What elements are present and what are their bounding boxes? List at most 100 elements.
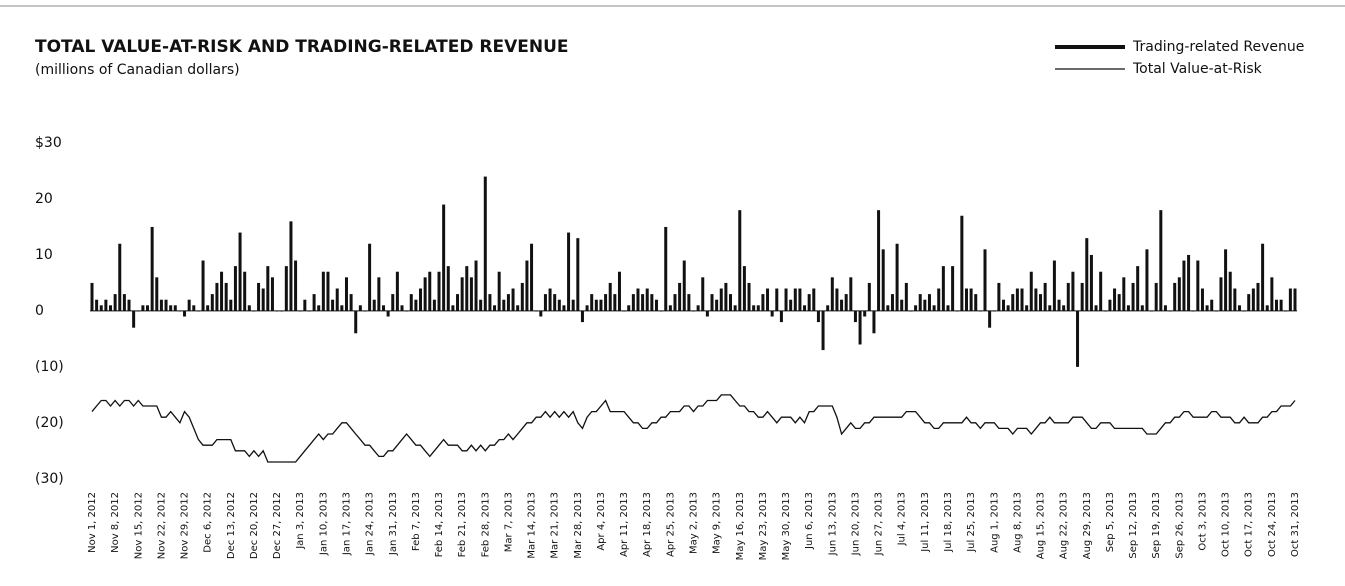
bar: [372, 299, 376, 311]
bar: [340, 305, 344, 311]
x-tick-label: Jul 4, 2013: [897, 492, 908, 546]
bar: [1205, 305, 1209, 311]
x-tick-label: Dec 20, 2012: [249, 492, 260, 559]
bar: [1284, 310, 1288, 312]
x-tick-label: Dec 6, 2012: [203, 492, 214, 553]
bar: [766, 288, 770, 311]
bar: [173, 305, 177, 311]
bar: [303, 299, 307, 311]
x-tick-label: Jul 18, 2013: [943, 492, 954, 553]
bar: [853, 310, 857, 323]
x-tick-label: May 16, 2013: [735, 492, 746, 560]
bar: [1145, 249, 1149, 311]
bar: [617, 271, 621, 311]
bar: [567, 232, 571, 311]
bar: [469, 277, 473, 311]
bar: [890, 294, 894, 311]
bar: [1293, 288, 1297, 311]
bar: [488, 294, 492, 311]
bar: [752, 305, 756, 311]
bar: [326, 271, 330, 311]
bar: [761, 294, 765, 311]
bar: [631, 294, 635, 311]
bar: [1274, 299, 1278, 311]
bar: [974, 294, 978, 311]
bar: [1182, 260, 1186, 311]
bar: [405, 310, 409, 312]
bar: [312, 294, 316, 311]
bar: [460, 277, 464, 311]
bar: [881, 249, 885, 311]
x-tick-label: Aug 15, 2013: [1036, 492, 1047, 559]
bar: [807, 294, 811, 311]
bar: [1210, 299, 1214, 311]
bar: [932, 305, 936, 311]
bar: [715, 299, 719, 311]
y-tick-label: (20): [35, 415, 64, 431]
x-tick-label: Nov 15, 2012: [133, 492, 144, 559]
bar: [835, 288, 839, 311]
y-tick-label: 0: [35, 303, 44, 319]
bar: [608, 282, 612, 311]
x-tick-label: Apr 11, 2013: [619, 492, 630, 557]
bar: [321, 271, 325, 311]
bar: [960, 215, 964, 311]
bar: [196, 310, 200, 312]
bar: [409, 294, 413, 311]
bar: [1168, 310, 1172, 312]
bar: [1039, 294, 1043, 311]
bar: [557, 299, 561, 311]
bar: [391, 294, 395, 311]
bar: [1163, 305, 1167, 311]
x-tick-label: Jan 31, 2013: [388, 492, 399, 556]
bar: [779, 310, 783, 323]
bar: [659, 310, 663, 312]
bar: [1006, 305, 1010, 311]
x-tick-label: Jun 20, 2013: [850, 492, 861, 556]
x-tick-label: Apr 4, 2013: [596, 492, 607, 551]
x-tick-label: Aug 1, 2013: [989, 492, 1000, 553]
bar: [1043, 282, 1047, 311]
bar: [1196, 260, 1200, 311]
bar: [964, 288, 968, 311]
bar: [1140, 305, 1144, 311]
x-tick-label: Jan 17, 2013: [341, 492, 352, 556]
x-tick-label: Jun 6, 2013: [804, 492, 815, 550]
bar: [812, 288, 816, 311]
bar: [1228, 271, 1232, 311]
x-tick-label: Mar 14, 2013: [527, 492, 538, 559]
bar: [377, 277, 381, 311]
bar: [243, 271, 247, 311]
x-tick-label: Feb 28, 2013: [480, 492, 491, 557]
bar: [775, 288, 779, 311]
bar: [705, 310, 709, 317]
x-tick-label: Oct 17, 2013: [1244, 492, 1255, 557]
bar: [368, 243, 372, 311]
bar: [590, 294, 594, 311]
bar: [1057, 299, 1061, 311]
x-tick-label: Nov 8, 2012: [110, 492, 121, 553]
bar: [201, 260, 205, 311]
bar: [252, 310, 256, 312]
bar: [1071, 271, 1075, 311]
x-tick-label: Jan 24, 2013: [365, 492, 376, 556]
bar: [770, 310, 774, 317]
bar: [830, 277, 834, 311]
bar: [553, 294, 557, 311]
bar: [169, 305, 173, 311]
bar: [479, 299, 483, 311]
bar: [863, 310, 867, 317]
bar: [789, 299, 793, 311]
bar: [493, 305, 497, 311]
bar: [284, 266, 288, 311]
bar: [280, 310, 284, 312]
bar: [1025, 305, 1029, 311]
bar: [511, 288, 515, 311]
y-tick-label: (10): [35, 359, 64, 375]
bar: [1085, 238, 1089, 311]
bar: [1191, 310, 1195, 312]
x-tick-label: Nov 29, 2012: [180, 492, 191, 559]
bar: [682, 260, 686, 311]
bar: [335, 288, 339, 311]
bar: [951, 266, 955, 311]
